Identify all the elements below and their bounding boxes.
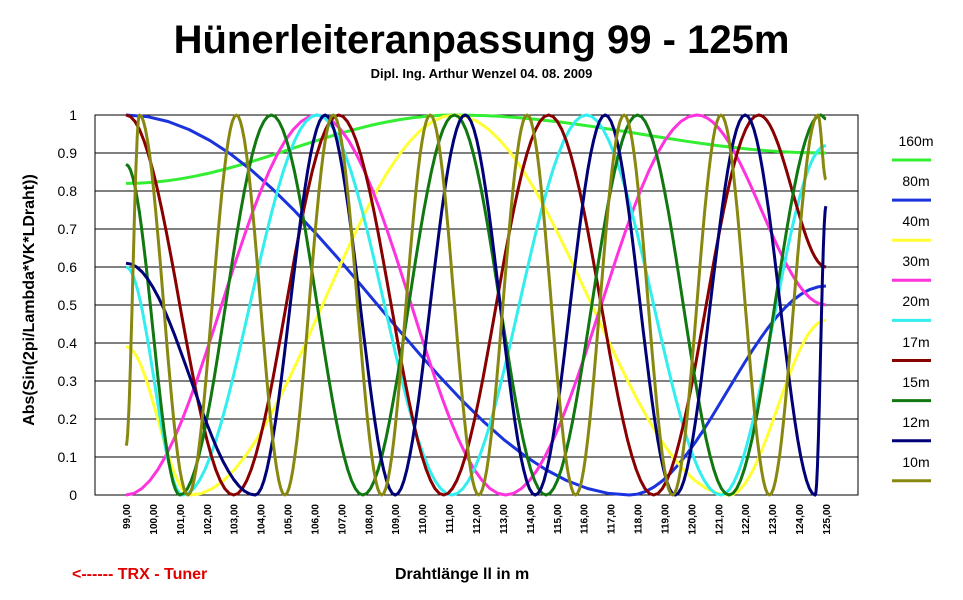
x-axis-label: Drahtlänge ll in m	[395, 566, 530, 583]
y-tick-label: 0.3	[58, 373, 78, 389]
x-tick-label: 125,00	[822, 504, 833, 535]
series-line-80m	[125, 113, 827, 497]
legend-entry-20m: 20m	[902, 293, 930, 310]
x-tick-label: 118,00	[634, 504, 645, 534]
x-tick-label: 109,00	[391, 504, 402, 535]
legend-entry-30m: 30m	[902, 253, 930, 270]
legend-entry-15m: 15m	[902, 373, 930, 390]
x-tick-label: 101,00	[176, 504, 187, 535]
legend-entry-12m: 12m	[902, 413, 930, 430]
x-tick-label: 114,00	[526, 504, 537, 534]
chart-subtitle: Dipl. Ing. Arthur Wenzel 04. 08. 2009	[370, 66, 593, 81]
x-tick-label: 116,00	[580, 504, 591, 534]
y-tick-label: 1	[69, 107, 77, 123]
x-tick-label: 108,00	[364, 504, 375, 535]
legend-entry-160m: 160m	[898, 133, 934, 149]
x-tick-label: 113,00	[499, 504, 510, 534]
series-line-10m	[124, 113, 828, 497]
x-tick-label: 120,00	[687, 504, 698, 535]
y-tick-label: 0.4	[58, 335, 78, 351]
x-tick-label: 105,00	[284, 504, 295, 535]
legend-entry-40m: 40m	[902, 213, 930, 230]
legend-entry-17m: 17m	[902, 333, 930, 350]
y-axis-label: Abs(Sin(2pi/Lambda*VK*LDraht))	[21, 174, 38, 426]
tick-labels: 0 0.1 0.2 0.3 0.4 0.5 0.6 0.7 0.8 0.9 1 99,00 100,00…	[58, 107, 833, 535]
x-tick-label: 102,00	[203, 504, 214, 535]
x-tick-label: 119,00	[660, 504, 671, 534]
x-tick-label: 107,00	[337, 504, 348, 535]
legend-swatches	[892, 158, 931, 483]
legend-entry-10m: 10m	[902, 453, 930, 470]
y-tick-label: 0.5	[58, 297, 78, 313]
x-tick-label: 117,00	[607, 504, 618, 534]
x-tick-label: 115,00	[553, 504, 564, 534]
series-lines	[124, 113, 828, 497]
x-tick-label: 124,00	[795, 504, 806, 535]
series-line-17m	[125, 113, 827, 497]
x-tick-label: 110,00	[418, 504, 429, 534]
x-tick-label: 104,00	[257, 504, 268, 535]
x-tick-label: 111,00	[445, 504, 456, 534]
y-tick-label: 0.7	[58, 221, 78, 237]
y-tick-label: 0.1	[58, 449, 78, 465]
x-tick-label: 99,00	[122, 504, 133, 529]
y-tick-label: 0.8	[58, 183, 78, 199]
x-tick-label: 106,00	[310, 504, 321, 535]
chart-title: Hünerleiteranpassung 99 - 125m	[173, 18, 790, 62]
y-tick-label: 0.9	[58, 145, 78, 161]
x-tick-label: 123,00	[768, 504, 779, 535]
x-tick-label: 112,00	[472, 504, 483, 534]
y-tick-label: 0	[69, 487, 77, 503]
series-line-12m	[125, 113, 828, 497]
legend-entry-80m: 80m	[902, 173, 930, 190]
x-tick-label: 100,00	[149, 504, 160, 535]
x-tick-label: 103,00	[230, 504, 241, 535]
y-tick-label: 0.2	[58, 411, 78, 427]
trx-tuner-note: <------ TRX - Tuner	[72, 566, 208, 583]
x-tick-label: 121,00	[714, 504, 725, 535]
y-tick-label: 0.6	[58, 259, 78, 275]
x-tick-label: 122,00	[741, 504, 752, 535]
